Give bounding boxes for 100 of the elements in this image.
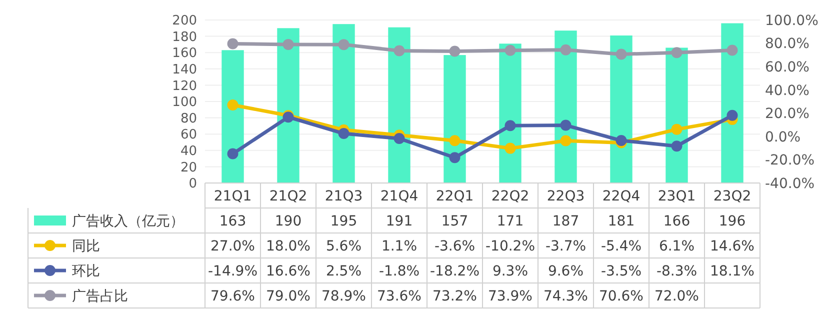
y-tick-label: 100: [172, 95, 197, 110]
point: [449, 135, 460, 146]
data-label: 157: [441, 213, 468, 230]
point: [671, 47, 682, 58]
point: [671, 124, 682, 135]
point: [504, 44, 516, 56]
y-tick-label: 180: [172, 30, 197, 45]
y-tick-label: 200: [172, 14, 197, 29]
y2-tick-label: 40.0%: [765, 82, 810, 99]
data-label: -10.2%: [485, 238, 536, 254]
point: [394, 45, 405, 56]
point: [560, 120, 572, 131]
data-label: 73.2%: [432, 288, 477, 304]
bar: [610, 35, 632, 183]
data-label: 9.6%: [548, 263, 584, 280]
data-label: 79.6%: [210, 288, 255, 304]
point: [616, 48, 627, 60]
point: [227, 38, 238, 50]
point: [227, 99, 238, 110]
y2-tick-label: 0.0%: [765, 129, 801, 146]
y2-tick-label: 80.0%: [765, 36, 810, 52]
data-label: 6.1%: [658, 238, 695, 254]
point: [338, 39, 350, 50]
x-tick-label: 23Q1: [658, 188, 696, 204]
legend-label: 广告占比: [72, 288, 128, 304]
x-tick-label: 23Q2: [713, 188, 752, 204]
data-label: -18.2%: [430, 263, 480, 280]
data-label: 190: [274, 213, 302, 230]
data-label: 16.6%: [266, 263, 310, 280]
point: [338, 128, 350, 140]
data-label: -3.5%: [600, 263, 642, 280]
point: [504, 120, 516, 132]
point: [726, 110, 738, 121]
x-tick-label: 22Q4: [602, 188, 640, 204]
point: [560, 135, 572, 146]
y-tick-label: 140: [172, 62, 197, 78]
data-label: 166: [663, 213, 690, 230]
y-tick-label: 60: [180, 128, 197, 143]
y-tick-label: 40: [180, 144, 197, 159]
x-tick-label: 22Q1: [436, 188, 474, 204]
data-label: 73.9%: [488, 288, 532, 304]
data-label: 27.0%: [210, 238, 255, 254]
x-tick-label: 21Q4: [380, 188, 418, 204]
legend-label: 广告收入（亿元）: [72, 213, 184, 230]
data-label: 78.9%: [322, 288, 366, 304]
data-label: -3.7%: [545, 238, 586, 254]
bar: [444, 55, 466, 183]
data-label: 73.6%: [377, 288, 422, 304]
data-label: 2.5%: [326, 263, 362, 280]
legend-label: 环比: [72, 263, 100, 280]
data-label: 195: [330, 213, 358, 230]
data-label: 171: [496, 213, 524, 230]
y-tick-label: 120: [172, 78, 197, 94]
point: [449, 152, 460, 164]
point: [282, 38, 294, 50]
data-label: 74.3%: [544, 288, 588, 304]
data-label: 196: [718, 213, 746, 230]
x-tick-label: 22Q3: [546, 188, 585, 204]
y-tick-label: 20: [180, 160, 197, 176]
bar: [222, 50, 244, 183]
bar: [721, 23, 744, 183]
point: [449, 46, 460, 57]
data-label: 191: [386, 213, 413, 230]
y2-tick-label: 100.0%: [765, 12, 818, 29]
data-label: 18.0%: [266, 238, 310, 254]
data-label: -3.6%: [434, 238, 476, 254]
data-label: 70.6%: [599, 288, 644, 304]
data-label: -8.3%: [656, 263, 698, 280]
y-tick-label: 0: [188, 176, 197, 192]
y2-tick-label: 60.0%: [765, 59, 810, 76]
y2-tick-label: -40.0%: [765, 176, 815, 192]
legend-label: 同比: [72, 238, 100, 254]
data-label: 79.0%: [266, 288, 310, 304]
data-label: 18.1%: [710, 263, 754, 280]
bar: [277, 28, 300, 183]
data-label: -14.9%: [208, 263, 258, 280]
point: [227, 148, 238, 160]
x-tick-label: 21Q1: [214, 188, 252, 204]
x-tick-label: 22Q2: [491, 188, 530, 204]
y2-tick-label: -20.0%: [765, 152, 815, 169]
y-tick-label: 80: [180, 111, 197, 126]
y-tick-label: 160: [172, 46, 197, 62]
data-label: 163: [219, 213, 246, 230]
x-tick-label: 21Q3: [324, 188, 363, 204]
data-label: -5.4%: [600, 238, 642, 254]
data-label: 5.6%: [326, 238, 362, 254]
point: [394, 133, 405, 144]
data-label: 9.3%: [492, 263, 528, 280]
data-label: 72.0%: [654, 288, 699, 304]
data-label: -1.8%: [378, 263, 420, 280]
data-label: 1.1%: [381, 238, 418, 254]
data-label: 181: [608, 213, 635, 230]
point: [504, 142, 516, 154]
point: [671, 140, 682, 152]
x-tick-label: 21Q2: [269, 188, 308, 204]
bar: [388, 27, 410, 183]
y2-tick-label: 20.0%: [765, 106, 810, 122]
point: [726, 44, 738, 56]
data-label: 187: [552, 213, 580, 230]
data-label: 14.6%: [710, 238, 754, 254]
